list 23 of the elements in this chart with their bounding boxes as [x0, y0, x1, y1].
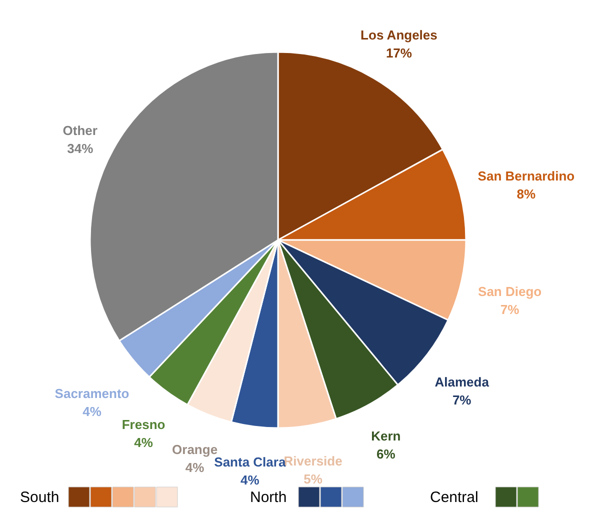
data-label: 4% — [240, 472, 260, 488]
data-label: 7% — [452, 392, 472, 408]
slice-label: San Bernardino — [478, 168, 575, 184]
slice-label: Alameda — [434, 374, 490, 390]
slice-label: Kern — [371, 428, 401, 444]
text: South — [20, 489, 60, 506]
text: Central — [430, 489, 478, 506]
slice-label: Sacramento — [54, 386, 130, 401]
slice-label: Los Angeles — [360, 27, 438, 42]
data-label: 4% — [185, 460, 205, 476]
data-label: 7% — [500, 302, 520, 317]
data-label: 6% — [376, 446, 396, 462]
text: North — [250, 489, 287, 506]
data-label: 4% — [82, 404, 102, 419]
slice-label: Other — [62, 123, 98, 138]
slice-label: Orange — [172, 442, 218, 458]
data-label: 5% — [304, 471, 323, 486]
slice-label: San Diego — [478, 284, 542, 299]
data-label: 17% — [386, 45, 412, 60]
slice-label: Fresno — [122, 417, 166, 432]
data-label: 4% — [134, 435, 154, 450]
data-label: 34% — [67, 141, 94, 156]
data-label: 8% — [516, 186, 536, 202]
